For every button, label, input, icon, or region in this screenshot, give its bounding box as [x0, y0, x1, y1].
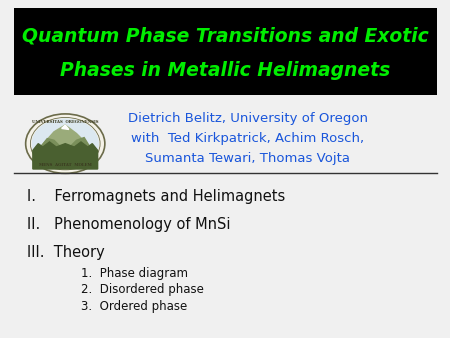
- Polygon shape: [62, 125, 69, 129]
- Text: III.  Theory: III. Theory: [27, 245, 105, 260]
- Polygon shape: [40, 125, 90, 147]
- Text: Sumanta Tewari, Thomas Vojta: Sumanta Tewari, Thomas Vojta: [145, 152, 350, 165]
- Text: 1.  Phase diagram: 1. Phase diagram: [81, 267, 188, 280]
- Polygon shape: [33, 142, 98, 169]
- Text: with  Ted Kirkpatrick, Achim Rosch,: with Ted Kirkpatrick, Achim Rosch,: [131, 132, 364, 145]
- Text: 2.  Disordered phase: 2. Disordered phase: [81, 283, 204, 296]
- Polygon shape: [40, 139, 61, 147]
- Text: Quantum Phase Transitions and Exotic: Quantum Phase Transitions and Exotic: [22, 26, 428, 46]
- Text: II.   Phenomenology of MnSi: II. Phenomenology of MnSi: [27, 217, 230, 232]
- Text: MENS  AGITAT  MOLEM: MENS AGITAT MOLEM: [39, 163, 92, 167]
- Circle shape: [32, 118, 99, 169]
- Polygon shape: [70, 138, 90, 147]
- Text: UNIVERSITAS  OREGONENSIS: UNIVERSITAS OREGONENSIS: [32, 120, 99, 124]
- Circle shape: [26, 114, 105, 173]
- Text: Phases in Metallic Helimagnets: Phases in Metallic Helimagnets: [60, 61, 390, 80]
- Text: Dietrich Belitz, University of Oregon: Dietrich Belitz, University of Oregon: [127, 113, 368, 125]
- Text: I.    Ferromagnets and Helimagnets: I. Ferromagnets and Helimagnets: [27, 189, 285, 203]
- Text: 3.  Ordered phase: 3. Ordered phase: [81, 300, 187, 313]
- FancyBboxPatch shape: [14, 8, 436, 95]
